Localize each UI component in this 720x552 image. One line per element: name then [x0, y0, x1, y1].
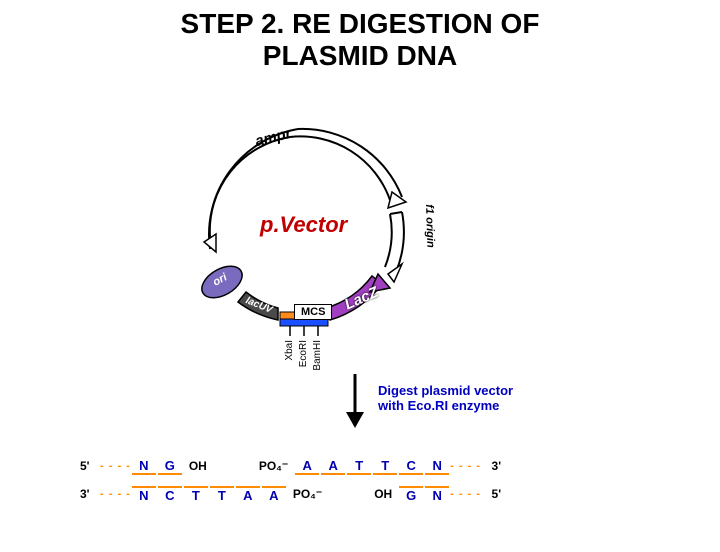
mcs-label: MCS [294, 304, 332, 320]
title-line1: STEP 2. RE DIGESTION OF [181, 8, 540, 39]
title-line2: PLASMID DNA [263, 40, 457, 71]
three-prime-left: 3' [80, 487, 100, 501]
three-prime-right: 3' [481, 459, 501, 473]
po4-label: PO₄⁻ [253, 459, 294, 473]
seq-base: C [399, 458, 423, 475]
seq-base: N [425, 458, 449, 475]
seq-base: A [295, 458, 319, 475]
seq-base: T [347, 458, 371, 475]
seq-base: N [425, 486, 449, 503]
oh-label: OH [368, 487, 398, 501]
digest-arrow [340, 372, 370, 432]
sequence-result: 5' - - - - N G OH PO₄⁻ A A T T C N - - -… [80, 452, 640, 508]
sequence-bottom-strand: 3' - - - - N C T T A A PO₄⁻ OH G N - - -… [80, 480, 640, 508]
vector-center-label: p.Vector [260, 212, 347, 238]
seq-base: N [132, 458, 156, 475]
re-site-xbai: XbaI [284, 340, 295, 361]
re-site-bamhi: BamHI [312, 340, 323, 371]
five-prime-right: 5' [481, 487, 501, 501]
oh-label: OH [183, 459, 213, 473]
seq-base: G [158, 458, 182, 475]
dash-icon: - - - - [100, 460, 131, 472]
f1origin-label: f1 origin [423, 204, 437, 248]
dash-icon: - - - - [100, 488, 131, 500]
sequence-top-strand: 5' - - - - N G OH PO₄⁻ A A T T C N - - -… [80, 452, 640, 480]
digest-line2: with Eco.RI enzyme [378, 398, 499, 413]
seq-base: A [236, 486, 260, 503]
seq-base: T [184, 486, 208, 503]
seq-base: T [373, 458, 397, 475]
dash-icon: - - - - [450, 460, 481, 472]
diagram-area: p.Vector ampr f1 origin ori lacUV LacZ M… [0, 72, 720, 552]
seq-base: A [321, 458, 345, 475]
seq-base: G [399, 486, 423, 503]
seq-base: T [210, 486, 234, 503]
po4-label: PO₄⁻ [287, 487, 328, 501]
five-prime-left: 5' [80, 459, 100, 473]
page-title: STEP 2. RE DIGESTION OF PLASMID DNA [0, 0, 720, 72]
digest-text: Digest plasmid vector with Eco.RI enzyme [378, 384, 513, 413]
digest-line1: Digest plasmid vector [378, 383, 513, 398]
seq-base: A [262, 486, 286, 503]
re-site-ecori: EcoRI [298, 340, 309, 367]
dash-icon: - - - - [450, 488, 481, 500]
seq-base: C [158, 486, 182, 503]
seq-base: N [132, 486, 156, 503]
